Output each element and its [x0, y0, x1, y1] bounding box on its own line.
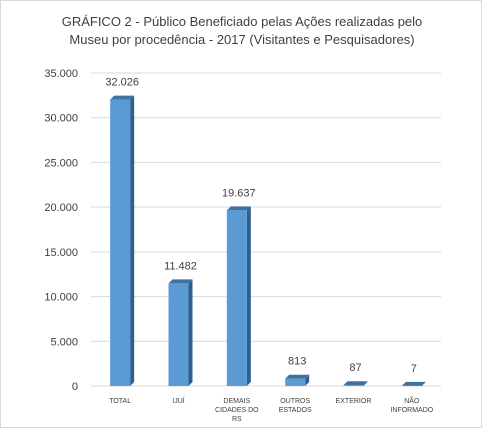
- y-tick-label-2: 10.000: [44, 292, 78, 304]
- data-label-5: 7: [411, 363, 417, 375]
- bar-side-2: [247, 206, 251, 386]
- chart-title-line-1: GRÁFICO 2 - Público Beneficiado pelas Aç…: [62, 14, 423, 29]
- bar-1: [169, 283, 189, 386]
- bar-4: [344, 385, 364, 386]
- x-tick-label-0: TOTAL: [109, 398, 131, 405]
- data-label-2: 19.637: [222, 187, 256, 199]
- data-label-3: 813: [288, 356, 306, 368]
- x-tick-label-2-line-1: CIDADES DO: [215, 407, 259, 414]
- x-tick-label-3: OUTROS ESTADOS: [279, 398, 312, 414]
- bar-top-4: [344, 381, 368, 385]
- y-tick-label-3: 15.000: [44, 247, 78, 259]
- bar-2: [227, 210, 247, 386]
- data-label-1: 11.482: [164, 260, 197, 272]
- x-tick-label-0-line-0: TOTAL: [109, 398, 131, 405]
- y-tick-label-0: 0: [72, 381, 78, 393]
- x-tick-label-1-line-0: IJUÍ: [172, 396, 185, 405]
- x-tick-label-1: IJUÍ: [172, 396, 185, 405]
- x-tick-label-3-line-0: OUTROS: [280, 398, 310, 405]
- x-tick-label-3-line-1: ESTADOS: [279, 407, 312, 414]
- chart-title-line-2: Museu por procedência - 2017 (Visitantes…: [69, 32, 414, 47]
- bar-side-1: [189, 279, 193, 386]
- y-tick-label-6: 30.000: [44, 113, 78, 125]
- x-tick-label-5-line-0: NÃO: [404, 396, 420, 405]
- bar-top-0: [110, 96, 134, 100]
- x-tick-label-2-line-0: DEMAIS: [223, 398, 250, 405]
- x-tick-label-5-line-1: INFORMADO: [390, 407, 433, 414]
- y-tick-label-4: 20.000: [44, 202, 78, 214]
- bar-top-2: [227, 206, 251, 210]
- bar-top-5: [402, 382, 426, 386]
- bar-top-3: [285, 375, 309, 379]
- x-tick-label-2-line-2: RS: [232, 416, 242, 423]
- bar-top-1: [169, 279, 193, 283]
- y-tick-label-5: 25.000: [44, 157, 78, 169]
- y-tick-label-1: 5.000: [50, 336, 78, 348]
- bar-0: [110, 100, 130, 386]
- x-tick-label-4: EXTERIOR: [336, 398, 372, 405]
- data-label-0: 32.026: [105, 77, 139, 89]
- x-tick-label-4-line-0: EXTERIOR: [336, 398, 372, 405]
- x-tick-label-5: NÃO INFORMADO: [390, 396, 433, 414]
- x-tick-label-2: DEMAIS CIDADES DO RS: [215, 398, 259, 423]
- bar-3: [285, 379, 305, 386]
- bar-side-0: [130, 96, 134, 386]
- data-label-4: 87: [349, 362, 361, 374]
- y-tick-label-7: 35.000: [44, 68, 78, 80]
